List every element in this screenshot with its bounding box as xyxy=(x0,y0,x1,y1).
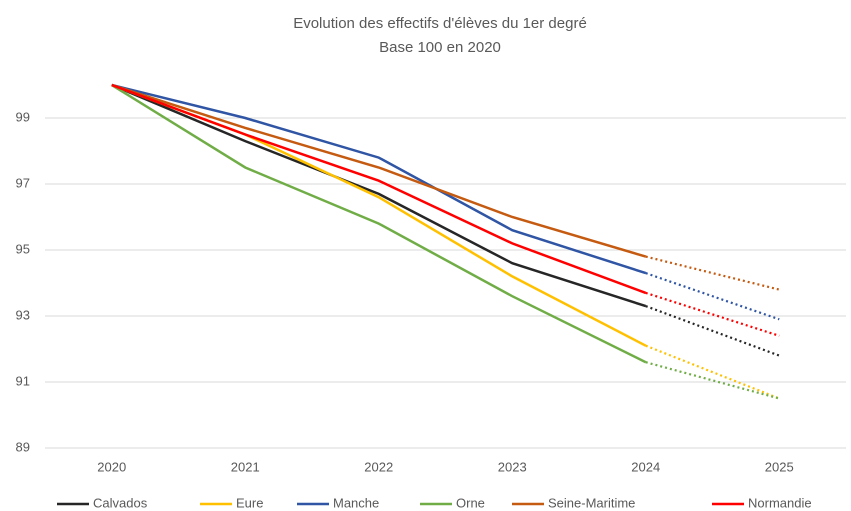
series-line xyxy=(111,83,647,347)
x-tick-label: 2025 xyxy=(765,459,794,474)
legend-label: Orne xyxy=(456,495,485,510)
legend-label: Calvados xyxy=(93,495,148,510)
legend-label: Eure xyxy=(236,495,263,510)
series-line xyxy=(111,83,647,364)
y-tick-label: 95 xyxy=(16,241,30,256)
y-tick-label: 89 xyxy=(16,439,30,454)
legend-label: Manche xyxy=(333,495,379,510)
series-line xyxy=(111,83,647,275)
series-line-projection xyxy=(645,272,780,321)
legend-label: Normandie xyxy=(748,495,812,510)
x-tick-label: 2024 xyxy=(631,459,660,474)
y-tick-label: 97 xyxy=(16,175,30,190)
x-tick-label: 2021 xyxy=(231,459,260,474)
series-line xyxy=(111,83,647,258)
x-tick-label: 2023 xyxy=(498,459,527,474)
x-tick-label: 2020 xyxy=(97,459,126,474)
y-tick-label: 91 xyxy=(16,373,30,388)
series-line xyxy=(111,83,647,295)
y-tick-label: 99 xyxy=(16,109,30,124)
series-line-projection xyxy=(645,291,780,337)
legend-label: Seine-Maritime xyxy=(548,495,635,510)
series-line xyxy=(111,83,647,308)
series-line-projection xyxy=(645,255,780,291)
x-tick-label: 2022 xyxy=(364,459,393,474)
chart-title: Evolution des effectifs d'élèves du 1er … xyxy=(293,15,587,32)
series-line-projection xyxy=(645,344,780,400)
series-line-projection xyxy=(645,361,780,400)
y-tick-label: 93 xyxy=(16,307,30,322)
chart-subtitle: Base 100 en 2020 xyxy=(379,39,501,56)
series-line-projection xyxy=(645,305,780,357)
